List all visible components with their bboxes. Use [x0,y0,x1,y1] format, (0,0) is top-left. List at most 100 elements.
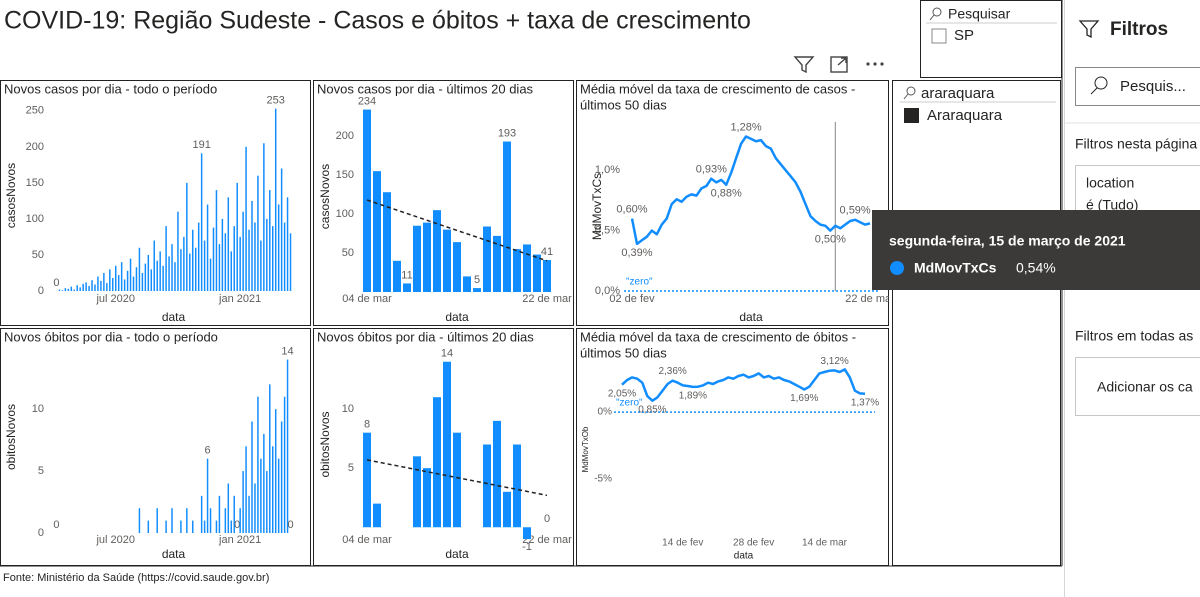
slicer-search[interactable]: araraquara [921,85,995,102]
bar [373,503,381,528]
y-tick-label: 1,0% [595,164,620,176]
bar [230,520,233,533]
bar [283,222,286,291]
data-label: 8 [364,419,370,431]
bar [85,282,87,291]
reference-label: "zero" [616,398,643,409]
source-note: Fonte: Ministério da Saúde (https://covi… [3,572,269,584]
add-fields[interactable]: Adicionar os ca [1097,379,1193,395]
bar [123,279,126,291]
checkbox-checked[interactable] [904,108,919,123]
focus-icon[interactable] [830,56,848,73]
bar [257,175,259,291]
data-label: 1,69% [790,393,818,404]
chart-title: Novos casos por dia - últimos 20 dias [317,81,534,96]
bar [215,520,218,533]
x-tick-label: jan 2021 [218,293,261,305]
checkbox[interactable] [931,28,947,44]
slicer-item[interactable]: SP [954,27,974,44]
bar [245,446,247,533]
bar [79,287,81,291]
filter-icon[interactable] [793,56,815,74]
bar [533,254,541,292]
bar [245,146,247,291]
bar [283,396,286,533]
data-label: 14 [441,348,453,360]
tooltip-label: MdMovTxCs [914,260,997,276]
bar [523,244,531,292]
charts: Novos casos por dia - todo o período0501… [0,80,895,566]
bar [192,520,194,533]
slicer-search[interactable]: Pesquisar [948,6,1011,22]
bar [203,520,206,533]
bar [200,495,203,533]
bar [138,247,141,291]
bar [61,290,64,291]
filter-search[interactable]: Pesquis... [1120,78,1186,95]
city-slicer[interactable] [892,80,1061,566]
line-series [630,135,871,246]
bar [103,272,105,291]
bar [289,233,292,291]
x-tick-label: jan 2021 [218,534,261,546]
data-label: 6 [205,445,211,457]
y-tick-label: 5 [348,462,354,474]
bar [423,222,431,292]
tooltip-title: segunda-feira, 15 de março de 2021 [889,233,1126,249]
bar [189,253,191,291]
report-title: COVID-19: Região Sudeste - Casos e óbito… [4,7,751,35]
data-label: 253 [267,95,285,107]
filter-field[interactable]: location [1086,175,1134,191]
search-icon [906,86,916,96]
bar [117,275,120,291]
chart-title: Novos casos por dia - todo o período [4,81,217,96]
data-label: 2,05% [608,388,636,399]
bar [106,283,108,291]
bar [156,508,158,533]
bar [82,283,84,291]
bar [239,508,241,533]
bar [147,254,150,291]
bar [206,458,209,533]
y-tick-label: 0,0% [595,285,620,297]
focus-arrow [837,57,847,66]
bar [114,265,117,291]
line-series [621,368,866,402]
bar [393,260,401,292]
data-label: 0 [287,519,293,531]
bar [463,276,471,292]
data-label: 11 [401,269,412,281]
trend-line [366,199,548,262]
data-label: 0,88% [711,188,742,200]
bar [236,182,238,291]
chart: Média móvel da taxa de crescimento de ca… [580,81,895,324]
visual-header[interactable] [793,56,848,74]
search-icon-handle [929,14,935,21]
bar [141,272,144,291]
bar [156,260,158,291]
bar [493,235,501,292]
bar [70,286,73,291]
y-tick-label: 0% [598,407,613,418]
data-label: 14 [281,345,293,357]
bar [147,520,150,533]
search-icon-handle [903,93,909,100]
bar [218,244,221,291]
data-label: 191 [192,139,210,151]
bar [144,263,147,291]
bar [483,444,491,528]
bar [383,192,391,292]
bar [186,182,188,291]
bar [272,446,274,533]
bar [227,483,230,533]
x-tick-label: 22 de mar [845,293,895,305]
bar [453,432,461,528]
bar [443,361,451,528]
slicer-item[interactable]: Araraquara [927,107,1003,124]
more-options[interactable] [866,62,884,66]
y-tick-label: 10 [342,403,354,415]
bar [473,288,481,292]
add-fields-box[interactable] [1075,357,1200,416]
y-axis-title: MdMovTxOb [581,426,590,472]
bar [73,289,75,291]
